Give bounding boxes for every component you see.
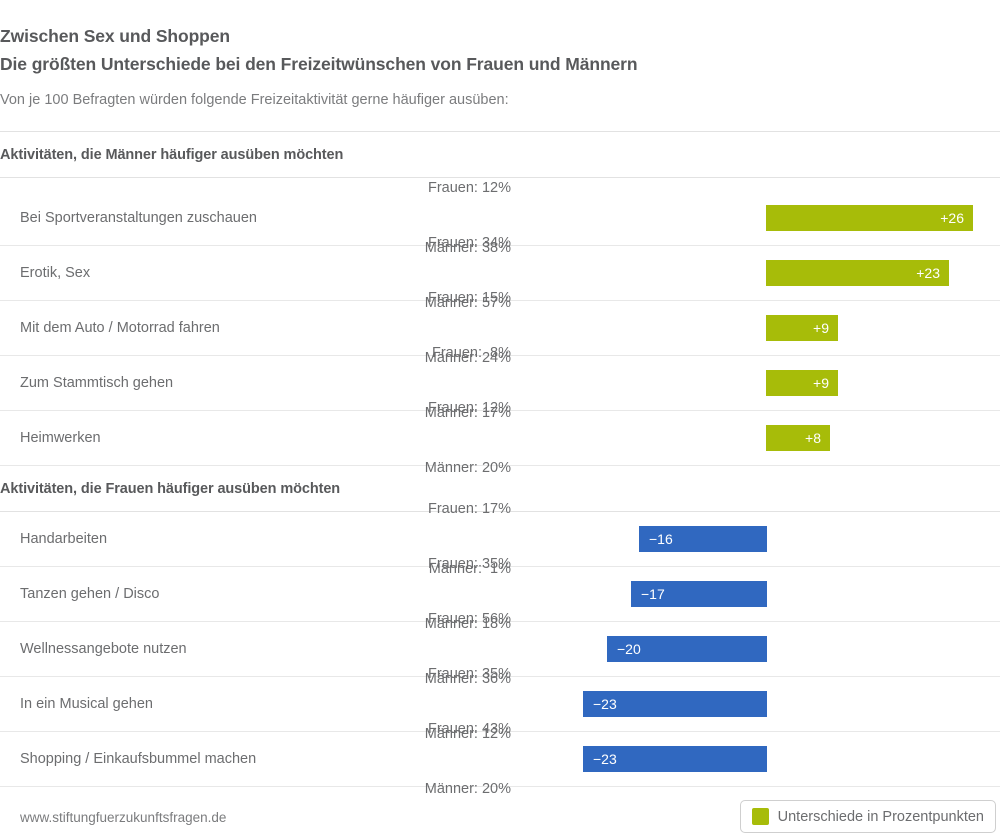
difference-bar-positive: +26 [766, 205, 973, 231]
difference-bar-positive: +9 [766, 315, 838, 341]
difference-bar-negative: −23 [583, 691, 767, 717]
bar-value-label: +23 [916, 265, 940, 281]
row-activity-label: Handarbeiten [20, 531, 108, 547]
row-activity-label: Tanzen gehen / Disco [20, 586, 160, 602]
difference-bar-positive: +9 [766, 370, 838, 396]
row-activity-label: Bei Sportveranstaltungen zuschauen [20, 210, 257, 226]
section-header-frauen: Aktivitäten, die Frauen häufiger ausüben… [0, 466, 1000, 512]
bar-value-label: −23 [593, 696, 617, 712]
row-values: Frauen: 35% Männer: 12% [425, 624, 511, 784]
row-value-frauen: Frauen: 35% [427, 556, 511, 572]
legend-label: Unterschiede in Prozentpunkten [777, 808, 984, 825]
row-value-maenner: Männer: 1% [428, 561, 511, 577]
bar-value-label: −17 [641, 586, 665, 602]
table-row: Tanzen gehen / Disco Frauen: 35% Männer:… [0, 556, 1000, 632]
row-value-maenner: Männer: 57% [424, 295, 511, 311]
bar-value-label: −20 [617, 641, 641, 657]
row-value-frauen: Frauen: 56% [427, 611, 511, 627]
row-value-maenner: Männer: 20% [424, 460, 511, 476]
table-row: Mit dem Auto / Motorrad fahren Frauen: 1… [0, 290, 1000, 366]
row-values: Frauen: 12% Männer: 20% [425, 358, 511, 518]
row-value-frauen: Frauen: 34% [427, 235, 511, 251]
row-value-maenner: Männer: 18% [424, 616, 511, 632]
row-value-maenner: Männer: 20% [424, 781, 511, 797]
table-row: Shopping / Einkaufsbummel machen Frauen:… [0, 721, 1000, 797]
row-value-frauen: Frauen: 35% [427, 666, 511, 682]
row-activity-label: Wellnessangebote nutzen [20, 641, 187, 657]
bar-value-label: +9 [813, 375, 829, 391]
row-activity-label: Shopping / Einkaufsbummel machen [20, 751, 257, 767]
row-value-maenner: Männer: 12% [424, 726, 511, 742]
row-value-maenner: Männer: 24% [424, 350, 511, 366]
row-values: Frauen: 34% Männer: 57% [425, 193, 511, 353]
row-values: Frauen: 12% Männer: 38% [425, 138, 511, 298]
row-values: Frauen: 15% Männer: 24% [425, 248, 511, 408]
row-value-maenner: Männer: 36% [424, 671, 511, 687]
bar-value-label: +26 [940, 210, 964, 226]
difference-bar-negative: −16 [639, 526, 767, 552]
difference-bar-negative: −17 [631, 581, 767, 607]
difference-bar-positive: +23 [766, 260, 949, 286]
legend: Unterschiede in Prozentpunkten [739, 800, 996, 833]
row-value-maenner: Männer: 38% [424, 240, 511, 256]
row-activity-label: Mit dem Auto / Motorrad fahren [20, 320, 220, 336]
table-row: Handarbeiten Frauen: 17% Männer: 1% −16 [0, 501, 1000, 577]
bar-value-label: +8 [805, 430, 821, 446]
table-row: Heimwerken Frauen: 12% Männer: 20% +8 [0, 400, 1000, 476]
row-activity-label: Erotik, Sex [20, 265, 91, 281]
row-value-frauen: Frauen: 12% [427, 400, 511, 416]
section-header-frauen-label: Aktivitäten, die Frauen häufiger ausüben… [0, 480, 341, 497]
table-row: Bei Sportveranstaltungen zuschauen Fraue… [0, 180, 1000, 256]
bar-value-label: −16 [649, 531, 673, 547]
row-value-frauen: Frauen: 15% [427, 290, 511, 306]
green-square-icon [751, 808, 769, 825]
section-header-maenner-label: Aktivitäten, die Männer häufiger ausüben… [0, 146, 344, 163]
table-row: Erotik, Sex Frauen: 34% Männer: 57% +23 [0, 235, 1000, 311]
difference-bar-positive: +8 [766, 425, 830, 451]
row-values: Frauen: 8% Männer: 17% [425, 303, 511, 463]
bar-value-label: +9 [813, 320, 829, 336]
row-values: Frauen: 35% Männer: 18% [425, 514, 511, 674]
row-value-frauen: Frauen: 43% [427, 721, 511, 737]
table-row: Wellnessangebote nutzen Frauen: 56% Männ… [0, 611, 1000, 687]
section-header-maenner: Aktivitäten, die Männer häufiger ausüben… [0, 132, 1000, 178]
header: Zwischen Sex und Shoppen Die größten Unt… [0, 0, 1000, 110]
table-row: Zum Stammtisch gehen Frauen: 8% Männer: … [0, 345, 1000, 421]
row-value-frauen: Frauen: 12% [427, 180, 511, 196]
row-value-frauen: Frauen: 8% [432, 345, 511, 361]
page-title-line2: Die größten Unterschiede bei den Freizei… [0, 54, 638, 74]
header-divider [0, 131, 1000, 132]
page-title-line1: Zwischen Sex und Shoppen [0, 26, 230, 46]
table-row: In ein Musical gehen Frauen: 35% Männer:… [0, 666, 1000, 742]
difference-bar-negative: −23 [583, 746, 767, 772]
row-activity-label: Heimwerken [20, 430, 101, 446]
row-values: Frauen: 17% Männer: 1% [428, 459, 511, 619]
page-subtitle: Von je 100 Befragten würden folgende Fre… [0, 92, 509, 108]
difference-bar-negative: −20 [607, 636, 767, 662]
row-activity-label: Zum Stammtisch gehen [20, 375, 174, 391]
row-activity-label: In ein Musical gehen [20, 696, 153, 712]
row-values: Frauen: 56% Männer: 36% [425, 569, 511, 729]
bar-value-label: −23 [593, 751, 617, 767]
row-value-maenner: Männer: 17% [424, 405, 511, 421]
row-value-frauen: Frauen: 17% [427, 501, 511, 517]
row-values: Frauen: 43% Männer: 20% [425, 679, 511, 839]
source-url[interactable]: www.stiftungfuerzukunftsfragen.de [20, 810, 227, 825]
